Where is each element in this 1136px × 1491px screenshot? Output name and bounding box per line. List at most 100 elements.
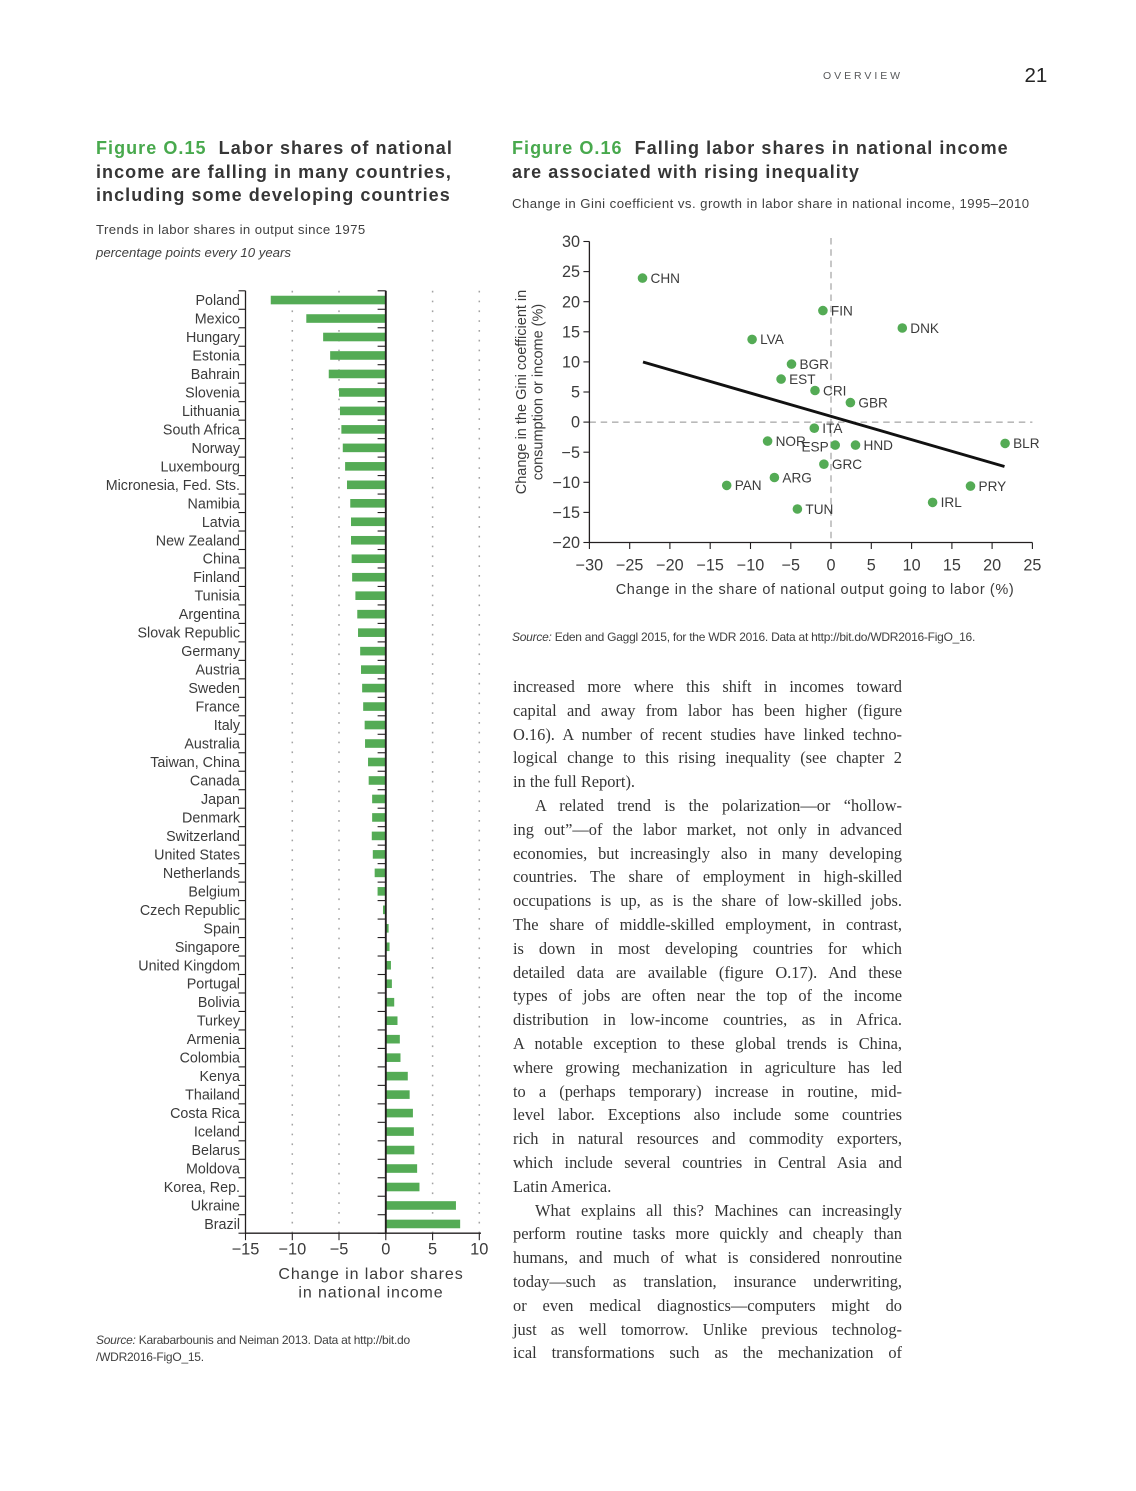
svg-text:Lithuania: Lithuania (182, 404, 240, 420)
svg-text:Finland: Finland (193, 570, 240, 586)
svg-text:Iceland: Iceland (194, 1125, 240, 1141)
svg-text:United Kingdom: United Kingdom (138, 958, 240, 974)
svg-text:HND: HND (864, 438, 894, 453)
svg-text:Bolivia: Bolivia (198, 995, 240, 1011)
svg-text:Ukraine: Ukraine (191, 1198, 240, 1214)
svg-text:Netherlands: Netherlands (163, 866, 240, 882)
svg-text:5: 5 (428, 1240, 437, 1258)
svg-text:Italy: Italy (214, 718, 241, 734)
svg-text:Portugal: Portugal (187, 977, 240, 993)
svg-text:Australia: Australia (184, 737, 240, 753)
svg-text:10: 10 (470, 1240, 488, 1258)
svg-text:BLR: BLR (1013, 436, 1040, 451)
svg-text:IRL: IRL (941, 495, 963, 510)
svg-text:BGR: BGR (800, 357, 830, 372)
svg-text:25: 25 (1023, 556, 1041, 574)
svg-text:−10: −10 (553, 474, 580, 492)
svg-text:Moldova: Moldova (186, 1162, 240, 1178)
svg-text:ESP: ESP (801, 440, 828, 455)
svg-text:Micronesia, Fed. Sts.: Micronesia, Fed. Sts. (106, 478, 240, 494)
svg-text:Belarus: Belarus (192, 1143, 240, 1159)
svg-text:Singapore: Singapore (175, 940, 240, 956)
svg-text:consumption or income (%): consumption or income (%) (531, 304, 547, 481)
svg-text:Belgium: Belgium (188, 884, 240, 900)
svg-text:France: France (196, 700, 241, 716)
svg-text:15: 15 (943, 556, 961, 574)
svg-text:ITA: ITA (822, 421, 843, 436)
svg-text:Kenya: Kenya (199, 1069, 240, 1085)
svg-text:CHN: CHN (651, 271, 680, 286)
svg-text:Latvia: Latvia (202, 515, 240, 531)
svg-text:Turkey: Turkey (197, 1014, 241, 1030)
svg-text:PAN: PAN (735, 478, 762, 493)
svg-text:Sweden: Sweden (188, 681, 240, 697)
svg-text:Korea, Rep.: Korea, Rep. (164, 1180, 240, 1196)
svg-text:DNK: DNK (910, 321, 939, 336)
svg-text:0: 0 (381, 1240, 390, 1258)
svg-text:0: 0 (826, 556, 835, 574)
svg-text:30: 30 (562, 233, 580, 251)
svg-text:−15: −15 (696, 556, 723, 574)
svg-text:0: 0 (571, 414, 580, 432)
svg-text:25: 25 (562, 263, 580, 281)
svg-text:20: 20 (562, 293, 580, 311)
svg-text:15: 15 (562, 323, 580, 341)
svg-text:Change in the share of nationa: Change in the share of national output g… (616, 582, 1015, 598)
svg-text:ARG: ARG (782, 470, 811, 485)
svg-text:Taiwan, China: Taiwan, China (150, 755, 240, 771)
svg-text:−10: −10 (278, 1240, 306, 1258)
svg-text:PRY: PRY (979, 479, 1007, 494)
svg-text:in national income: in national income (298, 1285, 443, 1302)
svg-text:Austria: Austria (196, 663, 241, 679)
svg-text:Armenia: Armenia (187, 1032, 240, 1048)
svg-text:Canada: Canada (190, 773, 240, 789)
svg-text:−5: −5 (562, 444, 580, 462)
svg-text:Mexico: Mexico (195, 312, 240, 328)
svg-text:LVA: LVA (760, 332, 785, 347)
svg-text:Luxembourg: Luxembourg (161, 459, 241, 475)
svg-text:New Zealand: New Zealand (156, 533, 240, 549)
svg-text:Norway: Norway (192, 441, 241, 457)
svg-text:−10: −10 (737, 556, 764, 574)
svg-text:−30: −30 (576, 556, 603, 574)
svg-text:Change in labor shares: Change in labor shares (278, 1266, 463, 1283)
svg-text:Slovenia: Slovenia (185, 385, 240, 401)
svg-text:Estonia: Estonia (192, 348, 240, 364)
svg-text:10: 10 (903, 556, 921, 574)
svg-text:United States: United States (154, 847, 240, 863)
svg-text:Switzerland: Switzerland (166, 829, 240, 845)
svg-text:−20: −20 (553, 534, 580, 552)
svg-text:Czech Republic: Czech Republic (140, 903, 240, 919)
svg-text:5: 5 (571, 384, 580, 402)
svg-text:Change in the Gini coefficient: Change in the Gini coefficient in (514, 290, 530, 494)
svg-text:Colombia: Colombia (180, 1051, 240, 1067)
svg-text:Japan: Japan (201, 792, 240, 808)
svg-text:5: 5 (867, 556, 876, 574)
svg-text:Thailand: Thailand (185, 1088, 240, 1104)
svg-text:Tunisia: Tunisia (194, 589, 240, 605)
svg-text:Germany: Germany (181, 644, 241, 660)
svg-text:China: China (203, 552, 240, 568)
svg-text:Namibia: Namibia (188, 496, 240, 512)
svg-text:FIN: FIN (831, 303, 853, 318)
svg-text:EST: EST (789, 372, 815, 387)
svg-text:−25: −25 (616, 556, 643, 574)
svg-text:Slovak Republic: Slovak Republic (137, 626, 240, 642)
svg-text:GRC: GRC (832, 457, 862, 472)
svg-text:South Africa: South Africa (163, 422, 240, 438)
svg-text:−15: −15 (553, 504, 580, 522)
svg-text:NOR: NOR (776, 434, 806, 449)
svg-text:Brazil: Brazil (204, 1217, 240, 1233)
svg-text:TUN: TUN (805, 502, 833, 517)
svg-text:Bahrain: Bahrain (191, 367, 240, 383)
svg-text:20: 20 (983, 556, 1001, 574)
svg-text:−5: −5 (330, 1240, 349, 1258)
svg-text:Costa Rica: Costa Rica (170, 1106, 240, 1122)
svg-text:−15: −15 (232, 1240, 260, 1258)
svg-text:−20: −20 (656, 556, 683, 574)
svg-text:CRI: CRI (823, 383, 846, 398)
svg-text:10: 10 (562, 354, 580, 372)
svg-text:Argentina: Argentina (179, 607, 240, 623)
svg-text:GBR: GBR (858, 395, 888, 410)
svg-text:−5: −5 (782, 556, 800, 574)
